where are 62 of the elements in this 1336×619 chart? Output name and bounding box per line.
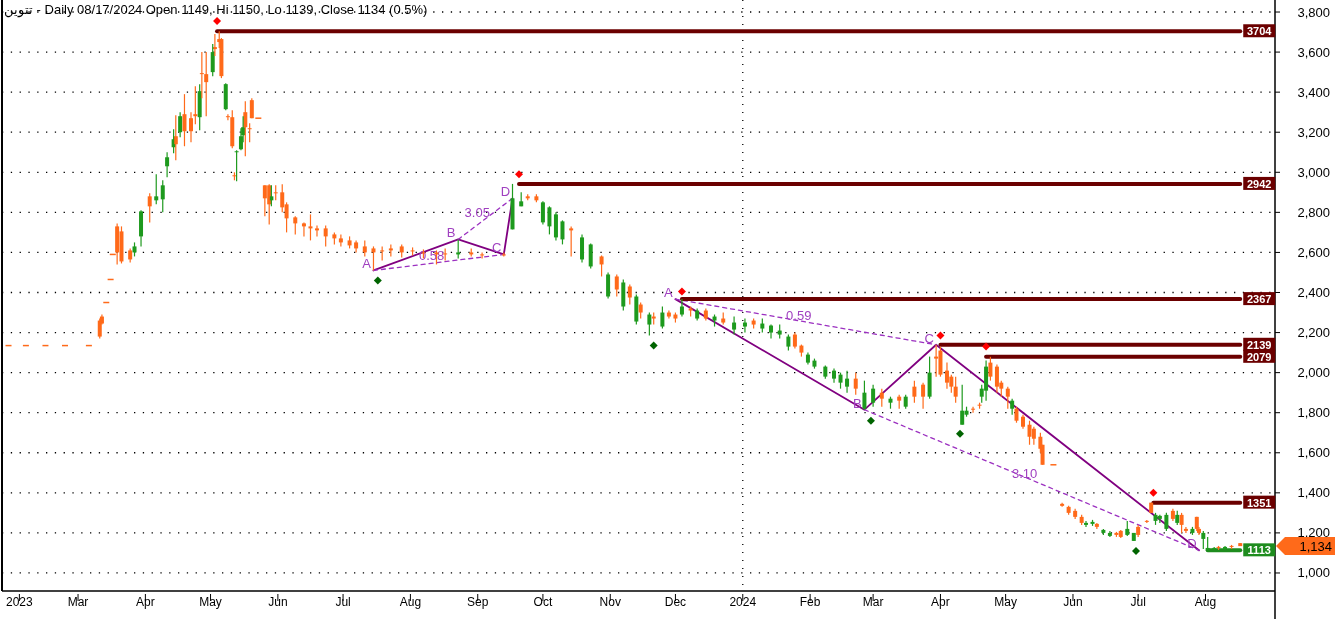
annotation: 3.10 bbox=[1012, 466, 1038, 482]
point bbox=[515, 170, 524, 179]
y-tick-label: 1,400 bbox=[1297, 485, 1330, 501]
point bbox=[213, 17, 222, 26]
y-tick-label: 1,600 bbox=[1297, 445, 1330, 461]
y-tick-label: 2,000 bbox=[1297, 365, 1330, 381]
x-tick-label: May bbox=[994, 595, 1017, 609]
value-tag: 1,134 bbox=[1276, 537, 1335, 556]
y-tick-label: 1,000 bbox=[1297, 565, 1330, 581]
annotation: 3.05 bbox=[464, 204, 490, 220]
x-tick-label: Aug bbox=[1194, 595, 1217, 609]
y-tick-label: 3,000 bbox=[1297, 164, 1330, 180]
y-tick-label: 1,800 bbox=[1297, 405, 1330, 421]
annotation: D bbox=[500, 184, 511, 200]
series-label: 1351 bbox=[1247, 496, 1272, 509]
x-tick-label: Apr bbox=[931, 595, 950, 609]
point bbox=[677, 287, 686, 296]
x-tick-label: 2023 bbox=[6, 595, 34, 609]
x-tick-label: Mar bbox=[67, 595, 89, 609]
x-tick-label: Sep bbox=[467, 595, 489, 609]
annotation: 0.59 bbox=[786, 307, 812, 323]
point bbox=[936, 331, 945, 340]
annotation: C bbox=[924, 330, 934, 346]
y-tick-label: 2,400 bbox=[1297, 284, 1330, 300]
legend-label: 2079 bbox=[1247, 350, 1272, 363]
chart-title: تتوین - Daily 08/17/2024 Open 1149, Hi 1150, Lo 1139, Close 1134 (0.5%) bbox=[4, 2, 428, 18]
point bbox=[956, 429, 965, 438]
x-tick-label: Nov bbox=[599, 595, 621, 609]
y-tick-label: 2,600 bbox=[1297, 244, 1330, 260]
point bbox=[1149, 488, 1158, 497]
x-tick-label: Oct bbox=[533, 595, 553, 609]
y-tick-label: 3,600 bbox=[1297, 44, 1330, 60]
x-tick-label: Jul bbox=[1130, 595, 1146, 609]
series-label: 2367 bbox=[1247, 293, 1272, 306]
series-label: 2139 bbox=[1247, 338, 1272, 351]
point bbox=[866, 416, 875, 425]
annotation: A bbox=[362, 256, 372, 272]
x-tick-label: Jun bbox=[268, 595, 288, 609]
y-tick-label: 3,200 bbox=[1297, 124, 1330, 140]
series-label: 2942 bbox=[1247, 177, 1272, 190]
series-label: 3704 bbox=[1247, 25, 1273, 38]
x-tick-label: Apr bbox=[136, 595, 155, 609]
x-tick-label: May bbox=[199, 595, 222, 609]
x-tick-label: Jun bbox=[1063, 595, 1083, 609]
annotation: D bbox=[1187, 536, 1197, 552]
y-tick-label: 2,800 bbox=[1297, 204, 1330, 220]
annotation: B bbox=[446, 225, 456, 241]
point bbox=[649, 341, 658, 350]
annotation: A bbox=[664, 285, 674, 301]
series-label: 1113 bbox=[1247, 544, 1271, 557]
y-tick-label: 2,200 bbox=[1297, 325, 1330, 341]
x-tick-label: Aug bbox=[399, 595, 422, 609]
y-tick-label: 3,400 bbox=[1297, 84, 1330, 100]
point bbox=[373, 276, 382, 285]
x-tick-label: 2024 bbox=[729, 595, 757, 609]
point bbox=[1131, 546, 1140, 555]
point bbox=[982, 342, 991, 351]
x-tick-label: Jul bbox=[335, 595, 351, 609]
y-tick-label: 3,800 bbox=[1297, 4, 1330, 20]
x-tick-label: Feb bbox=[799, 595, 821, 609]
x-tick-label: Mar bbox=[862, 595, 884, 609]
x-tick-label: Dec bbox=[664, 595, 687, 609]
